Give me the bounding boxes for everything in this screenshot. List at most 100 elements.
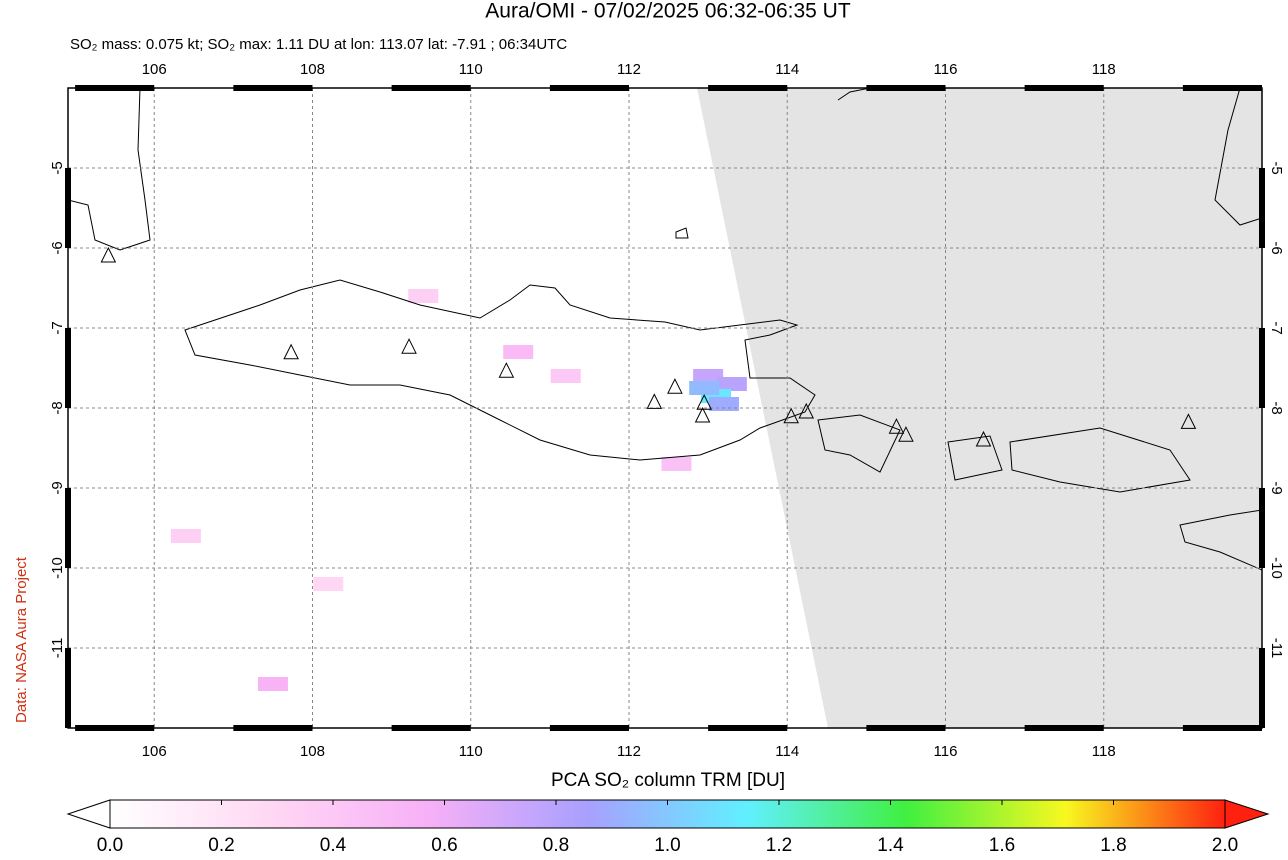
frame-bar — [65, 168, 71, 248]
frame-bar — [391, 725, 471, 731]
y-tick-label: -8 — [49, 401, 66, 414]
volcano — [498, 362, 515, 378]
colorbar-tick-label: 0.2 — [208, 835, 234, 855]
frame-bar — [75, 725, 155, 731]
frame-bar — [1259, 328, 1265, 408]
coastlines — [68, 88, 1262, 571]
volcano — [283, 343, 299, 360]
so2-pixel — [313, 577, 344, 591]
so2-pixel — [693, 369, 724, 383]
x-tick-label: 110 — [459, 743, 483, 760]
frame-bar — [391, 85, 471, 91]
colorbar-under — [66, 799, 111, 829]
colorbar-tick-label: 1.4 — [877, 835, 904, 855]
x-tick-label: 106 — [142, 743, 167, 760]
subtitle: SO₂ mass: 0.075 kt; SO₂ max: 1.11 DU at … — [70, 36, 567, 53]
volcano — [783, 407, 800, 424]
volcanoes — [100, 246, 1197, 447]
colorbar-tick-label: 1.2 — [766, 835, 792, 855]
colorbar-tick-label: 1.8 — [1100, 835, 1126, 855]
so2-pixel — [550, 369, 581, 383]
colorbar-over — [1224, 799, 1270, 829]
so2-pixels — [170, 289, 747, 691]
colorbar-tick-label: 2.0 — [1212, 835, 1238, 855]
y-tick-label: -8 — [1268, 401, 1285, 414]
x-tick-label: 118 — [1092, 743, 1116, 760]
y-tick-label: -10 — [1268, 557, 1285, 579]
x-tick-label: 114 — [775, 61, 799, 78]
colorbar-tick-label: 1.0 — [654, 835, 680, 855]
frame-bar — [866, 85, 946, 91]
so2-pixel — [257, 677, 288, 691]
axes: 106 106 108 108 110 110 112 112 114 114 116 116 118 1… — [49, 61, 1285, 760]
colorbar-label: PCA SO₂ column TRM [DU] — [551, 770, 785, 791]
y-tick-label: -6 — [49, 241, 66, 254]
so2-pixel — [689, 381, 720, 395]
frame-bar — [1182, 725, 1262, 731]
x-tick-label: 116 — [934, 61, 958, 78]
no-data-region — [697, 88, 1262, 728]
frame-bar — [65, 328, 71, 408]
y-tick-label: -11 — [1268, 638, 1285, 659]
volcano — [100, 246, 117, 263]
y-tick-label: -9 — [49, 481, 66, 494]
so2-pixel — [503, 345, 534, 359]
grid — [68, 88, 1262, 728]
frame-bar — [65, 488, 71, 568]
volcano — [401, 338, 417, 354]
y-tick-label: -5 — [49, 161, 66, 174]
frame-bar — [1259, 648, 1265, 728]
so2-pixel — [661, 457, 692, 471]
colorbar: 0.0 0.2 0.4 0.6 0.8 1.0 1.2 1.4 1.6 1.8 2.0 — [66, 799, 1270, 856]
frame-bar — [1024, 725, 1104, 731]
volcano — [975, 430, 992, 447]
colorbar-tick-label: 0.4 — [320, 835, 347, 855]
volcano — [694, 406, 711, 423]
colorbar-tick-label: 0.0 — [97, 835, 123, 855]
frame-bar — [549, 85, 629, 91]
title: Aura/OMI - 07/02/2025 06:32-06:35 UT — [485, 0, 851, 23]
x-tick-label: 116 — [934, 743, 958, 760]
side-label: Data: NASA Aura Project — [13, 556, 30, 723]
colorbar-tick-label: 0.6 — [431, 835, 457, 855]
frame-bar — [1182, 85, 1262, 91]
frame-bar — [866, 725, 946, 731]
volcano — [898, 426, 914, 442]
y-tick-label: -9 — [1268, 481, 1285, 494]
frame-bar — [708, 725, 788, 731]
frame-bar — [708, 85, 788, 91]
volcano — [1180, 413, 1197, 429]
volcano — [696, 394, 712, 410]
y-tick-label: -7 — [49, 321, 66, 334]
volcano — [667, 378, 683, 394]
frame-bar — [65, 648, 71, 728]
x-tick-label: 118 — [1092, 61, 1116, 78]
x-tick-label: 108 — [300, 743, 325, 760]
volcano — [646, 393, 663, 409]
map-area — [68, 88, 1262, 728]
y-tick-label: -5 — [1268, 161, 1285, 174]
y-tick-label: -11 — [49, 638, 66, 659]
volcano — [888, 418, 905, 434]
x-tick-label: 106 — [142, 61, 167, 78]
x-tick-label: 112 — [617, 743, 641, 760]
so2-pixel — [708, 397, 739, 411]
frame-bar — [233, 725, 313, 731]
frame-bar — [233, 85, 313, 91]
so2-pixel — [716, 377, 747, 391]
frame-bar — [1259, 488, 1265, 568]
volcano — [798, 402, 815, 419]
x-tick-label: 114 — [775, 743, 799, 760]
x-tick-label: 112 — [617, 61, 641, 78]
frame-bar — [549, 725, 629, 731]
x-tick-label: 108 — [300, 61, 325, 78]
colorbar-tick-label: 1.6 — [989, 835, 1015, 855]
y-tick-label: -7 — [1268, 321, 1285, 334]
so2-pixel — [170, 529, 201, 543]
frame-bar — [1259, 168, 1265, 248]
so2-pixel — [408, 289, 439, 303]
frame-bar — [1024, 85, 1104, 91]
frame-bar — [75, 85, 155, 91]
colorbar-tick-label: 0.8 — [543, 835, 569, 855]
